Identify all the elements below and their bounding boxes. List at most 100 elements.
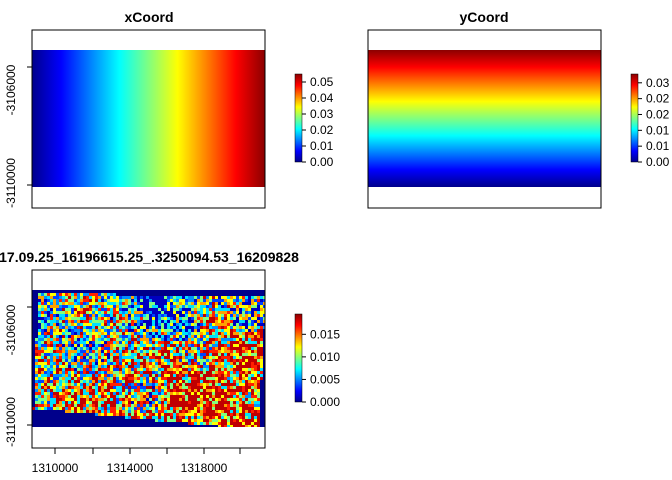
raster-cell [209,404,212,407]
raster-cell [38,395,41,398]
raster-cell [200,335,203,338]
raster-cell [158,314,161,317]
raster-cell [116,380,119,383]
raster-cell [41,335,44,338]
raster-cell [47,392,50,395]
raster-cell [221,320,224,323]
raster-cell [254,341,257,344]
raster-cell [104,347,107,350]
raster-cell [77,395,80,398]
raster-cell [254,392,257,395]
raster-cell [233,392,236,395]
raster-cell [191,344,194,347]
raster-cell [170,335,173,338]
raster-cell [206,332,209,335]
raster-cell [95,410,98,413]
raster-cell [65,365,68,368]
raster-cell [179,320,182,323]
raster-cell [44,398,47,401]
raster-cell [140,344,143,347]
raster-cell [113,302,116,305]
raster-cell [200,407,203,410]
raster-cell [95,404,98,407]
raster-cell [125,374,128,377]
raster-cell [62,368,65,371]
raster-cell [203,314,206,317]
raster-cell [41,398,44,401]
raster-cell [116,341,119,344]
raster-cell [80,329,83,332]
raster-cell [65,332,68,335]
raster-cell [116,365,119,368]
raster-cell [239,350,242,353]
raster-cell [98,311,101,314]
raster-cell [191,338,194,341]
raster-cell [95,305,98,308]
raster-cell [86,293,89,296]
raster-cell [191,422,194,425]
raster-cell [227,413,230,416]
raster-cell [89,305,92,308]
raster-cell [119,338,122,341]
raster-cell [161,359,164,362]
raster-cell [146,371,149,374]
raster-cell [137,398,140,401]
raster-cell [95,371,98,374]
raster-cell [164,383,167,386]
raster-cell [233,350,236,353]
raster-cell [161,302,164,305]
raster-cell [218,404,221,407]
raster-cell [92,395,95,398]
raster-cell [107,392,110,395]
raster-cell [143,380,146,383]
raster-cell [155,368,158,371]
raster-cell [233,329,236,332]
raster-cell [164,314,167,317]
raster-cell [107,335,110,338]
raster-cell [254,425,257,427]
raster-cell [188,398,191,401]
raster-cell [218,338,221,341]
raster-cell [194,326,197,329]
raster-cell [170,323,173,326]
raster-cell [44,329,47,332]
legend-tick-label: 0.01 [310,139,334,153]
raster-cell [101,326,104,329]
raster-cell [239,311,242,314]
raster-cell [134,350,137,353]
raster-cell [41,308,44,311]
raster-cell [101,320,104,323]
raster-cell [170,338,173,341]
raster-cell [71,362,74,365]
raster-cell [116,308,119,311]
raster-cell [215,362,218,365]
raster-cell [173,299,176,302]
raster-cell [59,407,62,410]
raster-cell [212,377,215,380]
raster-cell [62,323,65,326]
raster-cell [158,320,161,323]
raster-cell [74,329,77,332]
raster-cell [248,371,251,374]
raster-cell [158,380,161,383]
raster-cell [224,371,227,374]
raster-cell [173,344,176,347]
raster-cell [215,356,218,359]
raster-cell [62,359,65,362]
raster-cell [95,365,98,368]
raster-cell [215,422,218,425]
raster-cell [134,353,137,356]
raster-cell [209,353,212,356]
raster-cell [239,425,242,427]
raster-cell [179,413,182,416]
raster-cell [98,299,101,302]
raster-cell [221,410,224,413]
raster-cell [179,410,182,413]
raster-cell [203,332,206,335]
raster-cell [89,374,92,377]
raster-cell [122,404,125,407]
raster-cell [140,302,143,305]
raster-cell [176,404,179,407]
raster-cell [191,341,194,344]
raster-cell [248,341,251,344]
